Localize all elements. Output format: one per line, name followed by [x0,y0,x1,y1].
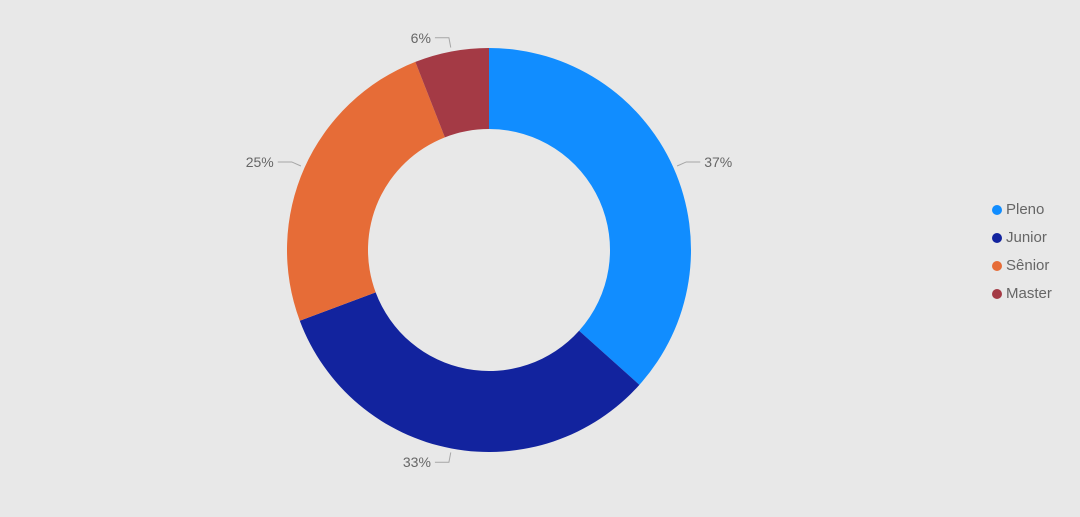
leader-line-junior [434,452,452,463]
legend-marker-pleno [992,204,1002,215]
donut-slice-senior[interactable] [286,61,445,321]
legend-marker-junior [992,232,1002,243]
legend-marker-master [992,288,1002,299]
leader-line-senior [277,161,302,167]
legend-label-junior: Junior [1006,229,1047,246]
legend-label-pleno: Pleno [1006,201,1045,218]
data-label-junior: 33% [403,454,431,470]
leader-line-pleno [676,161,701,167]
chart-legend: Pleno Junior Sênior Master [992,199,1052,304]
donut-slice-junior[interactable] [299,292,640,452]
leader-line-master [434,37,452,48]
legend-marker-senior [992,260,1002,271]
data-label-pleno: 37% [704,154,732,170]
legend-item-master[interactable]: Master [992,283,1052,304]
donut-slice-pleno[interactable] [489,48,691,385]
data-label-senior: 25% [246,154,274,170]
donut-slice-master[interactable] [415,48,489,138]
legend-item-junior[interactable]: Junior [992,227,1052,248]
legend-label-senior: Sênior [1006,257,1050,274]
legend-label-master: Master [1006,285,1052,302]
data-label-master: 6% [411,30,431,46]
legend-item-senior[interactable]: Sênior [992,255,1052,276]
legend-item-pleno[interactable]: Pleno [992,199,1052,220]
